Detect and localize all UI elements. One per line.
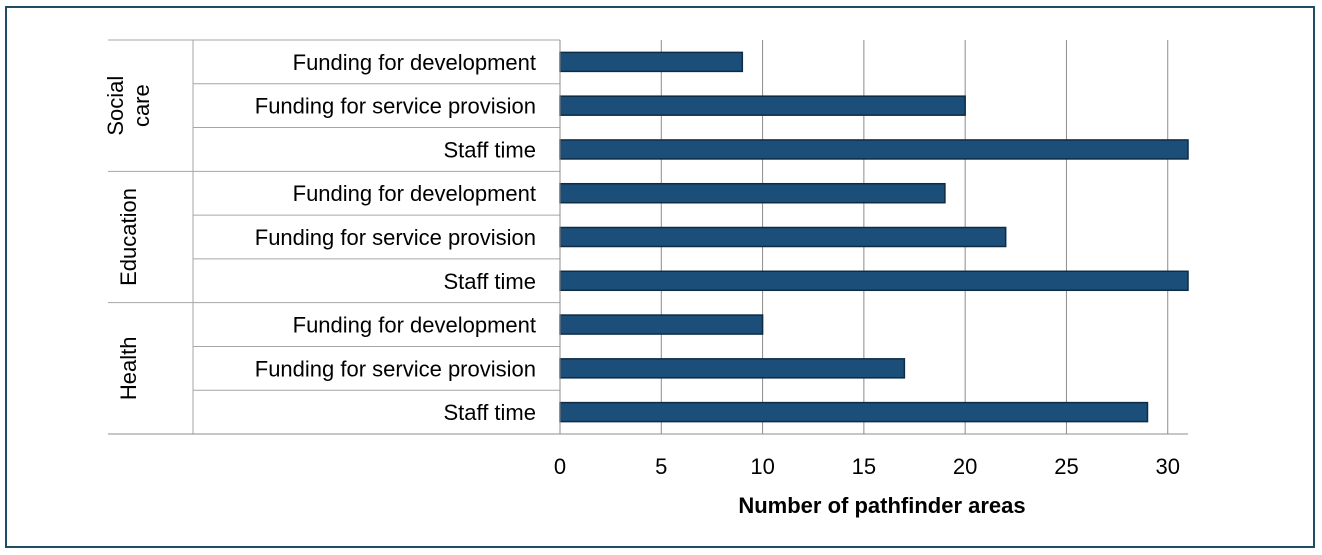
category-label: Staff time: [443, 400, 536, 425]
category-label: Funding for development: [293, 313, 536, 338]
category-label: Staff time: [443, 137, 536, 162]
bar: [559, 358, 906, 379]
category-label: Funding for service provision: [255, 94, 536, 119]
category-label: Funding for development: [293, 181, 536, 206]
bar: [559, 51, 744, 73]
x-tick-label: 30: [1155, 454, 1179, 479]
bar: [559, 182, 946, 204]
category-label: Funding for service provision: [255, 225, 536, 250]
x-tick-label: 0: [554, 454, 566, 479]
x-axis-title: Number of pathfinder areas: [738, 493, 1025, 518]
group-label: Education: [116, 188, 141, 286]
bars: [559, 51, 1189, 423]
axes: 0 5 10 15 20 25 30: [108, 39, 1188, 479]
x-tick-label: 20: [953, 454, 977, 479]
bar: [559, 270, 1189, 292]
bar: [559, 314, 764, 335]
bar: [559, 139, 1189, 160]
group-label: Social: [103, 76, 128, 136]
category-labels: Funding for development Funding for servi…: [103, 50, 536, 425]
category-label: Funding for service provision: [255, 356, 536, 381]
group-label: Health: [116, 337, 141, 401]
x-tick-label: 10: [750, 454, 774, 479]
bar: [559, 226, 1007, 248]
group-label: care: [129, 84, 154, 127]
x-tick-label: 5: [655, 454, 667, 479]
category-label: Staff time: [443, 269, 536, 294]
bar: [559, 401, 1149, 423]
bar: [559, 95, 966, 116]
x-tick-label: 15: [852, 454, 876, 479]
category-label: Funding for development: [293, 50, 536, 75]
x-tick-label: 25: [1054, 454, 1078, 479]
